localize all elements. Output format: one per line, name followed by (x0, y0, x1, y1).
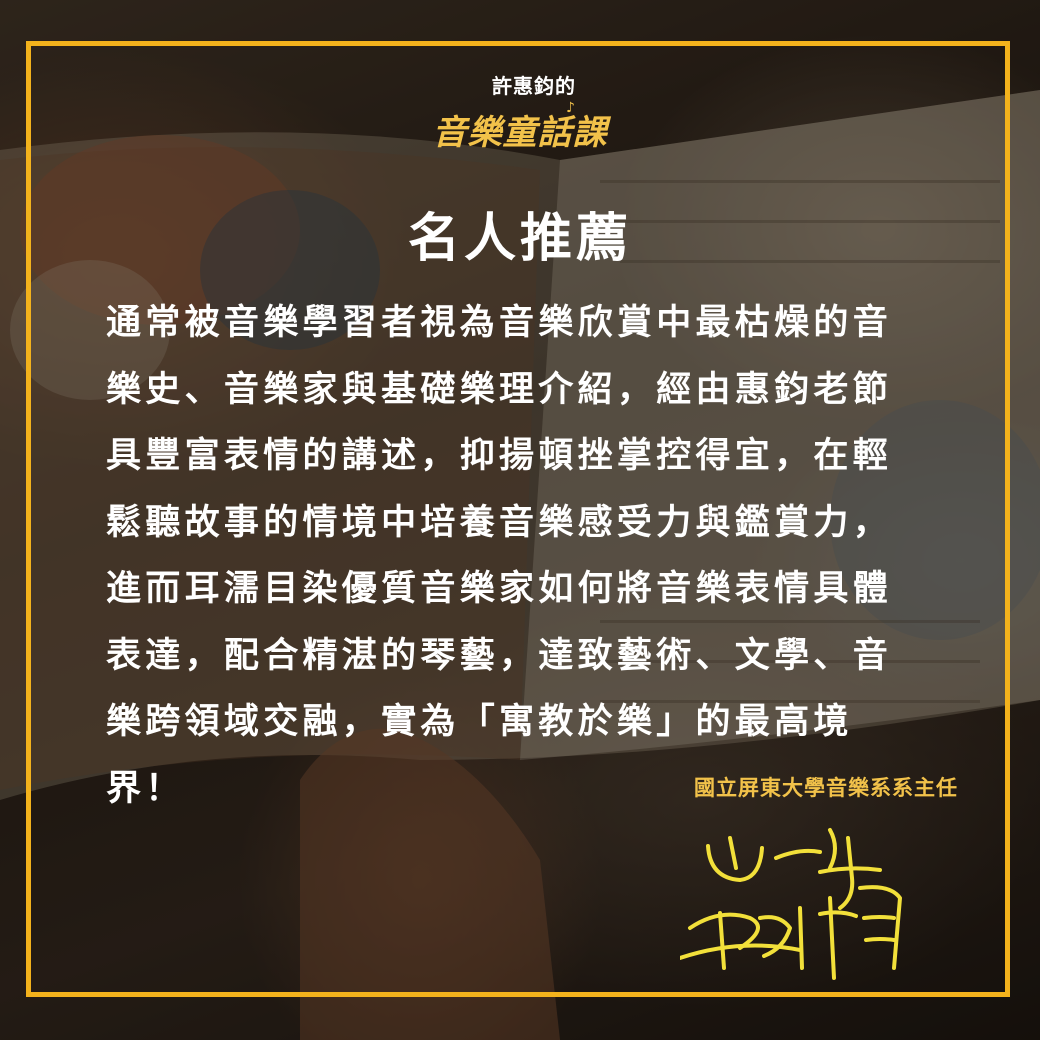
handwritten-signature-icon (680, 828, 902, 980)
text-line: 具豐富表情的講述，抑揚頓挫掌控得宜，在輕 (106, 435, 893, 476)
text-line: 進而耳濡目染優質音樂家如何將音樂表情具體 (106, 568, 893, 609)
logo: 許惠鈞的 音樂童話課 (0, 70, 1040, 154)
gold-frame (26, 41, 1010, 997)
text-line: 界！ (106, 767, 185, 809)
logo-author: 許惠鈞的 (492, 74, 576, 98)
text-line: 鬆聽故事的情境中培養音樂感受力與鑑賞力， (106, 501, 893, 543)
text-line: 樂史、音樂家與基礎樂理介紹，經由惠鈞老節 (106, 368, 893, 410)
text-line: 樂跨領域交融，實為「寓教於樂」的最高境 (106, 701, 853, 742)
recommendation-text: 通常被音樂學習者視為音樂欣賞中最枯燥的音 樂史、音樂家與基礎樂理介紹，經由惠鈞老… (106, 290, 966, 822)
attribution-title: 國立屏東大學音樂系系主任 (694, 775, 958, 800)
logo-title: 音樂童話課 (432, 113, 608, 153)
text-line: 通常被音樂學習者視為音樂欣賞中最枯燥的音 (106, 302, 893, 343)
page-title: 名人推薦 (407, 208, 632, 269)
text-line: 表達，配合精湛的琴藝，達致藝術、文學、音 (106, 634, 893, 676)
music-note-icon: ♪ (566, 100, 575, 116)
